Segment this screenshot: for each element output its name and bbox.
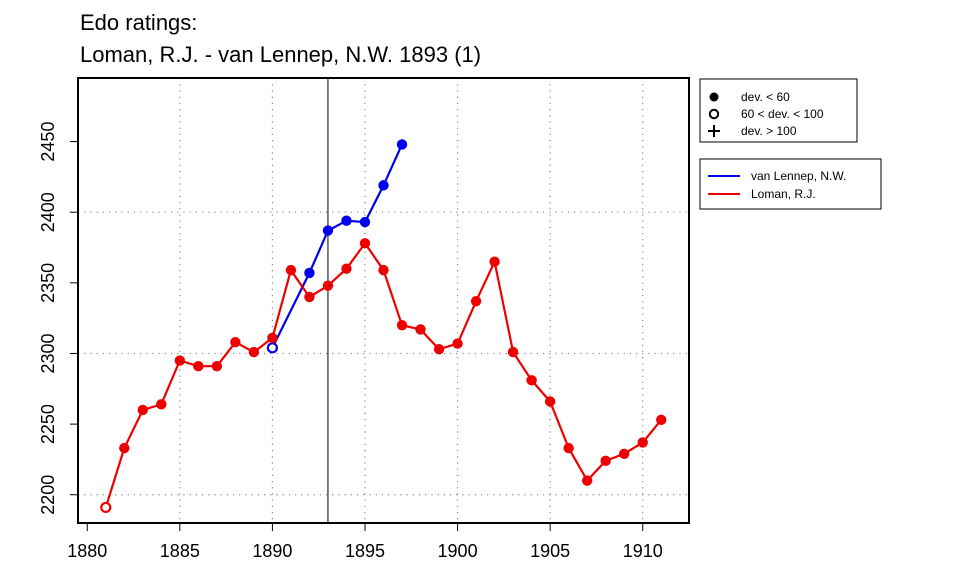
- data-point: [489, 256, 500, 267]
- data-point: [285, 264, 297, 276]
- x-tick-label: 1880: [67, 541, 107, 561]
- y-tick-label: 2400: [38, 192, 58, 232]
- data-point: [248, 346, 260, 358]
- data-point: [359, 216, 371, 228]
- data-point: [322, 280, 334, 291]
- deviation-legend-label: dev. > 100: [741, 124, 797, 138]
- data-point: [174, 355, 186, 366]
- data-point: [637, 437, 648, 448]
- data-point: [433, 344, 445, 355]
- data-point: [656, 414, 667, 426]
- data-point: [193, 360, 204, 372]
- legend-label-van-lennep: van Lennep, N.W.: [751, 169, 846, 183]
- data-point: [600, 455, 611, 467]
- plot-frame: [77, 77, 690, 524]
- x-tick-label: 1885: [160, 541, 200, 561]
- data-point: [230, 336, 241, 348]
- data-point: [341, 263, 352, 274]
- chart-subtitle: Loman, R.J. - van Lennep, N.W. 1893 (1): [80, 42, 481, 67]
- data-point: [304, 267, 315, 279]
- data-point: [618, 448, 630, 459]
- data-point: [156, 399, 167, 410]
- data-point: [137, 404, 149, 416]
- y-tick-label: 2200: [38, 475, 58, 515]
- legend-label-loman: Loman, R.J.: [751, 187, 816, 201]
- y-tick-label: 2350: [38, 263, 58, 303]
- data-point: [378, 264, 389, 276]
- series-lines: [104, 143, 663, 508]
- data-point: [378, 180, 389, 191]
- data-point: [322, 225, 334, 236]
- data-point: [119, 442, 130, 454]
- data-point: [211, 360, 223, 372]
- data-point: [304, 291, 315, 303]
- series-legend: van Lennep, N.W. Loman, R.J.: [699, 158, 882, 210]
- y-tick-label: 2300: [38, 333, 58, 373]
- data-point: [563, 442, 574, 454]
- deviation-legend-label: dev. < 60: [741, 90, 790, 104]
- data-point: [341, 215, 352, 226]
- plus-icon: [708, 125, 720, 137]
- series-line-1: [104, 242, 663, 508]
- data-point: [359, 238, 371, 249]
- deviation-legend-box: [699, 78, 858, 143]
- y-tick-label: 2250: [38, 404, 58, 444]
- series-points: [100, 139, 667, 514]
- x-tick-label: 1910: [623, 541, 663, 561]
- data-point: [507, 346, 519, 358]
- data-point: [266, 342, 279, 354]
- y-axis: 2200 2250 2300 2350 2400 2450: [38, 122, 78, 515]
- x-axis: 1880 1885 1890 1895 1900 1905 1910: [67, 522, 663, 561]
- series-line-0: [271, 143, 404, 349]
- data-point: [415, 324, 426, 335]
- chart-title: Edo ratings:: [80, 10, 197, 35]
- data-point: [544, 396, 556, 407]
- y-tick-label: 2450: [38, 122, 58, 162]
- data-point: [267, 332, 278, 344]
- data-point: [526, 375, 537, 386]
- data-point: [581, 475, 593, 486]
- x-tick-label: 1890: [252, 541, 292, 561]
- data-point: [396, 139, 408, 150]
- deviation-legend-label: 60 < dev. < 100: [741, 107, 824, 121]
- data-point: [452, 338, 463, 349]
- filled-circle-icon: [709, 92, 719, 102]
- data-point: [100, 501, 112, 514]
- series-legend-box: [699, 158, 882, 210]
- x-tick-label: 1900: [438, 541, 478, 561]
- data-point: [470, 296, 482, 307]
- data-point: [396, 320, 408, 331]
- x-tick-label: 1905: [530, 541, 570, 561]
- open-circle-icon: [708, 108, 720, 120]
- x-tick-label: 1895: [345, 541, 385, 561]
- grid: [78, 78, 689, 523]
- deviation-legend: dev. < 60 60 < dev. < 100 dev. > 100: [699, 78, 858, 143]
